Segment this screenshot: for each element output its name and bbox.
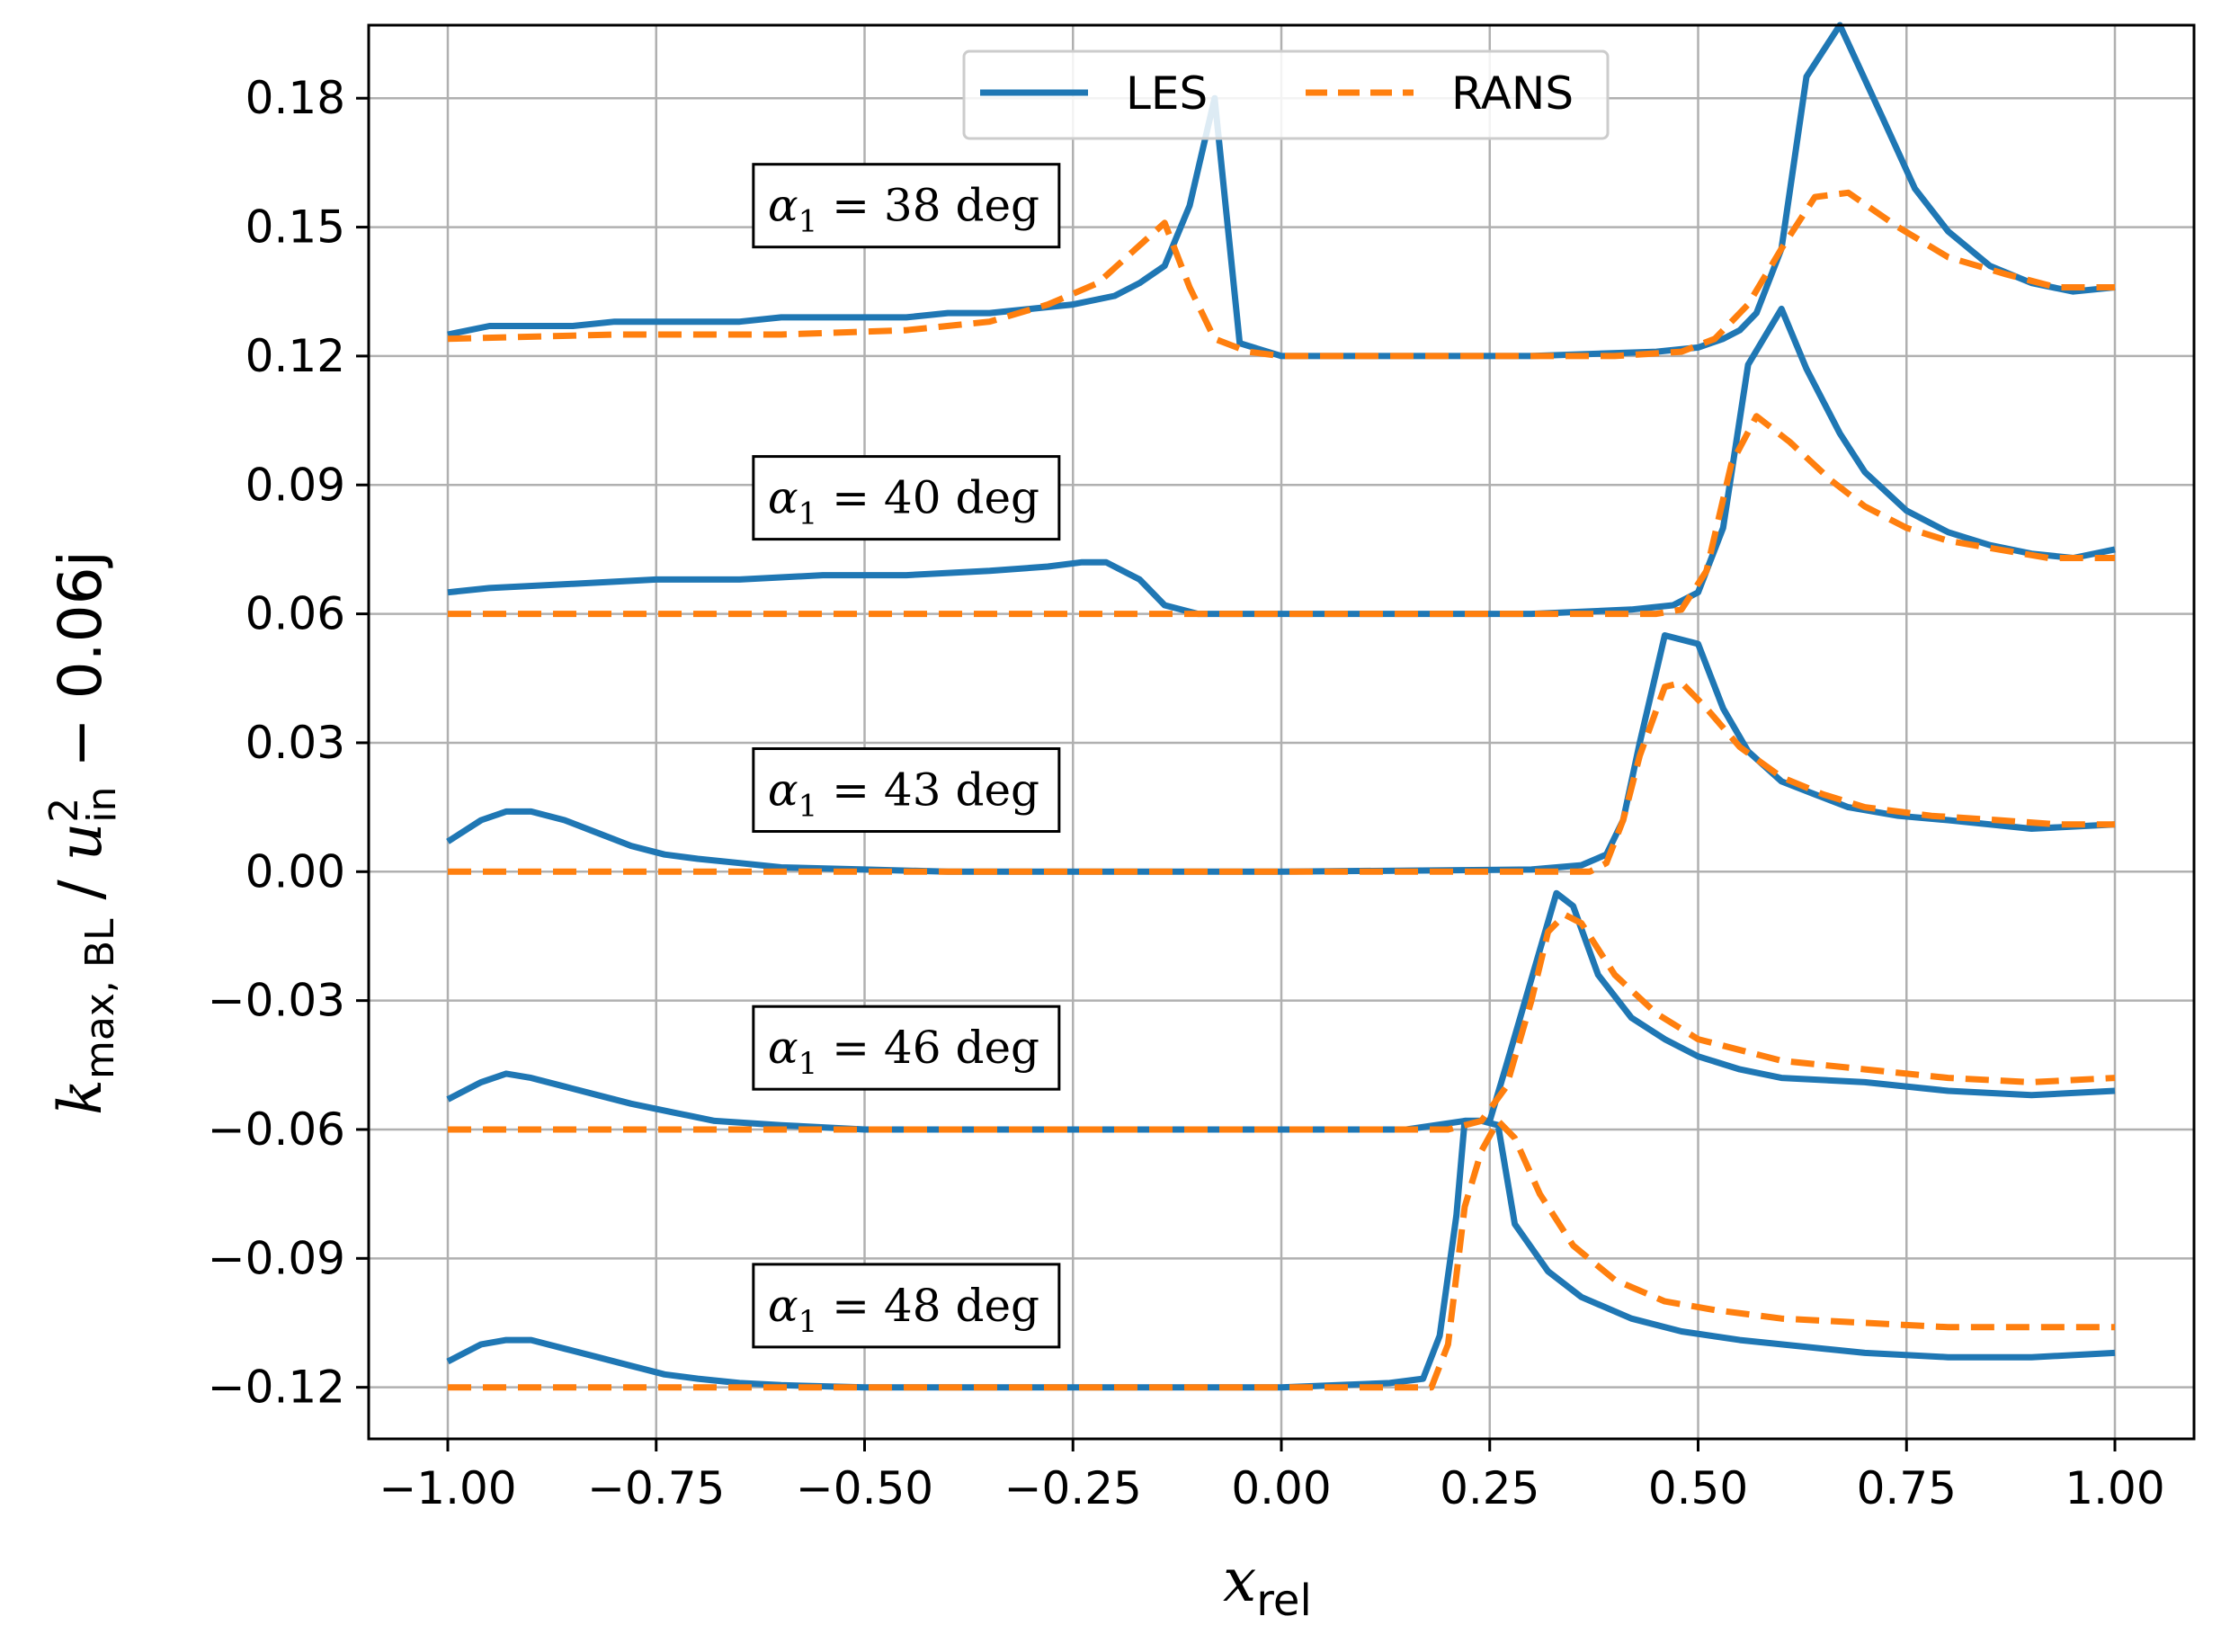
annotation-alpha-sub: 1 xyxy=(798,1304,818,1340)
annotation-alpha-sub: 1 xyxy=(798,789,818,825)
x-tick-label: −1.00 xyxy=(379,1462,516,1514)
annotation-text: = 43 deg xyxy=(817,764,1039,817)
x-tick-label: −0.50 xyxy=(796,1462,933,1514)
annotation-box xyxy=(752,1263,1061,1349)
y-tick-label: −0.12 xyxy=(208,1362,345,1414)
series-line-rans-40-deg xyxy=(448,413,2115,618)
y-tick-label: −0.06 xyxy=(208,1103,345,1156)
y-label-u: u xyxy=(46,823,115,862)
annotation-text: = 48 deg xyxy=(817,1280,1039,1332)
x-tick-label: 0.50 xyxy=(1648,1462,1748,1514)
x-tick-label: −0.25 xyxy=(1004,1462,1142,1514)
series-line-les-48-deg xyxy=(446,1117,2116,1391)
annotation-label: α1 = 40 deg xyxy=(768,472,1039,532)
y-tick-label: 0.06 xyxy=(245,588,345,640)
series-line-les-40-deg xyxy=(447,305,2116,618)
series-group xyxy=(446,22,2116,1391)
annotation-text: = 38 deg xyxy=(817,180,1039,232)
series-line-rans-38-deg xyxy=(447,189,2115,360)
grid xyxy=(369,25,2194,1439)
annotation-alpha-sub: 1 xyxy=(798,496,818,532)
y-tick-label: −0.03 xyxy=(208,975,345,1027)
annotation-alpha: α xyxy=(768,1280,798,1332)
series-line-rans-46-deg xyxy=(448,911,2116,1133)
x-axis-label-sub: rel xyxy=(1256,1576,1312,1626)
annotation-alpha-sub: 1 xyxy=(798,204,818,240)
y-tick-label: −0.09 xyxy=(208,1232,345,1284)
annotation-label: α1 = 38 deg xyxy=(768,180,1039,240)
annotation-box xyxy=(752,1005,1061,1091)
legend-box xyxy=(962,49,1610,140)
x-axis-label: xrel xyxy=(1223,1546,1312,1626)
y-tick-label: 0.09 xyxy=(245,459,345,511)
y-label-slash: / xyxy=(46,861,115,918)
y-label-k: k xyxy=(46,1079,115,1115)
y-axis-label: kmax, BL / u2in − 0.06j xyxy=(41,550,125,1115)
y-tick-label: 0.03 xyxy=(245,717,345,769)
annotation-alpha: α xyxy=(768,764,798,817)
y-tick-label: 0.00 xyxy=(245,845,345,897)
series-line-rans-48-deg xyxy=(448,1117,2115,1391)
axis-ticks: −1.00 −0.75 −0.50 −0.25 0.00 0.25 0.50 0.75 1.00… xyxy=(208,72,2165,1514)
annotation-text: = 40 deg xyxy=(817,472,1039,524)
y-tick-label: 0.15 xyxy=(245,201,345,254)
x-axis-label-main: x xyxy=(1223,1546,1256,1615)
x-tick-label: 0.75 xyxy=(1857,1462,1957,1514)
annotation-label: α1 = 48 deg xyxy=(768,1280,1039,1340)
x-tick-label: −0.75 xyxy=(587,1462,725,1514)
y-tick-label: 0.18 xyxy=(245,72,345,124)
y-label-k-sub: max, BL xyxy=(77,918,123,1079)
y-label-tail: − 0.06j xyxy=(46,550,115,787)
series-line-les-38-deg xyxy=(447,22,2116,360)
annotation-box xyxy=(752,747,1061,834)
annotation-label: α1 = 43 deg xyxy=(768,764,1039,825)
annotation-box xyxy=(752,455,1061,541)
x-tick-label: 0.25 xyxy=(1440,1462,1539,1514)
annotation-box xyxy=(752,163,1061,249)
legend-rans-label: RANS xyxy=(1451,67,1574,120)
legend: LES RANS xyxy=(962,49,1610,140)
annotation-alpha: α xyxy=(768,180,798,232)
y-label-u-sup: 2 xyxy=(41,798,87,823)
annotation-text: = 46 deg xyxy=(817,1022,1039,1074)
annotation-alpha: α xyxy=(768,472,798,524)
series-line-rans-43-deg xyxy=(448,679,2115,875)
x-tick-label: 1.00 xyxy=(2065,1462,2164,1514)
annotation-alpha: α xyxy=(768,1022,798,1074)
x-tick-label: 0.00 xyxy=(1231,1462,1331,1514)
y-tick-label: 0.12 xyxy=(245,330,345,382)
annotation-label: α1 = 46 deg xyxy=(768,1022,1039,1082)
legend-les-label: LES xyxy=(1126,67,1208,120)
y-label-u-sub: in xyxy=(79,787,125,823)
annotation-alpha-sub: 1 xyxy=(798,1046,818,1082)
